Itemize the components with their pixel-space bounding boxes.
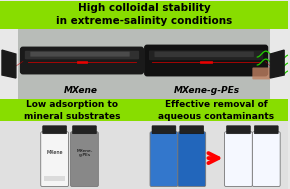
FancyBboxPatch shape xyxy=(226,126,250,134)
FancyBboxPatch shape xyxy=(252,67,270,79)
FancyBboxPatch shape xyxy=(0,121,288,189)
FancyBboxPatch shape xyxy=(25,51,139,59)
Text: Low adsorption to
mineral substrates: Low adsorption to mineral substrates xyxy=(24,100,120,121)
FancyBboxPatch shape xyxy=(252,132,280,187)
FancyBboxPatch shape xyxy=(41,132,68,187)
FancyBboxPatch shape xyxy=(180,126,204,134)
Text: MXene-
g-PEs: MXene- g-PEs xyxy=(76,149,93,157)
FancyBboxPatch shape xyxy=(0,99,144,121)
FancyBboxPatch shape xyxy=(150,132,178,187)
FancyBboxPatch shape xyxy=(30,52,130,57)
Text: MXene-g-PEs: MXene-g-PEs xyxy=(174,86,240,95)
FancyBboxPatch shape xyxy=(152,126,176,134)
FancyBboxPatch shape xyxy=(0,1,288,29)
FancyBboxPatch shape xyxy=(18,29,144,99)
FancyBboxPatch shape xyxy=(155,51,254,57)
Polygon shape xyxy=(2,50,16,78)
FancyBboxPatch shape xyxy=(44,176,65,181)
FancyBboxPatch shape xyxy=(18,29,270,99)
FancyBboxPatch shape xyxy=(43,126,67,134)
FancyBboxPatch shape xyxy=(144,45,268,76)
FancyBboxPatch shape xyxy=(70,132,98,187)
FancyBboxPatch shape xyxy=(20,46,144,74)
Text: Effective removal of
aqueous contaminants: Effective removal of aqueous contaminant… xyxy=(158,100,274,121)
FancyBboxPatch shape xyxy=(224,132,252,187)
FancyBboxPatch shape xyxy=(178,132,206,187)
FancyBboxPatch shape xyxy=(72,126,96,134)
FancyBboxPatch shape xyxy=(149,50,263,60)
Text: High colloidal stability
in extreme-salinity conditions: High colloidal stability in extreme-sali… xyxy=(56,3,232,26)
Polygon shape xyxy=(270,50,284,78)
Text: MXene: MXene xyxy=(46,150,63,155)
FancyBboxPatch shape xyxy=(144,29,270,99)
FancyBboxPatch shape xyxy=(254,126,278,134)
FancyBboxPatch shape xyxy=(144,99,288,121)
Text: MXene: MXene xyxy=(64,86,98,95)
